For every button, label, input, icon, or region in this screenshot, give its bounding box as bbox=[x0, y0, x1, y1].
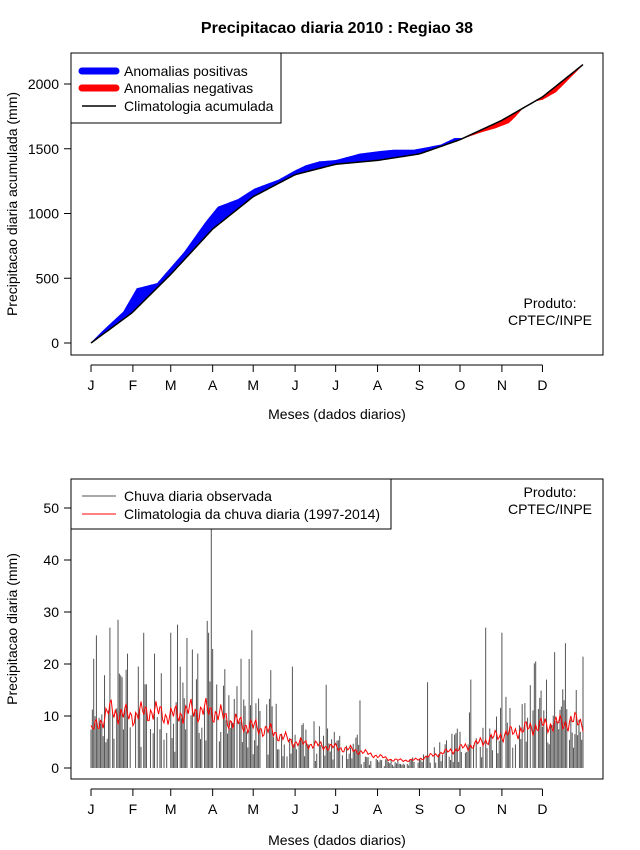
daily-x-tick-label: D bbox=[537, 801, 547, 817]
legend-observed-label: Chuva diaria observada bbox=[124, 488, 272, 504]
daily-y-tick-label: 20 bbox=[43, 656, 59, 672]
daily-x-tick-label: N bbox=[497, 801, 507, 817]
cumulative-x-tick-label: D bbox=[537, 377, 547, 393]
observed-daily-bars bbox=[90, 523, 584, 768]
daily-y-tick-label: 40 bbox=[43, 552, 59, 568]
climatology-daily-line bbox=[90, 698, 584, 763]
chart-title: Precipitacao diaria 2010 : Regiao 38 bbox=[201, 20, 473, 37]
daily-x-tick-label: J bbox=[332, 801, 339, 817]
cumulative-x-tick-label: S bbox=[415, 377, 424, 393]
cumulative-legend: Anomalias positivas Anomalias negativas … bbox=[70, 52, 282, 124]
credit-org-top: CPTEC/INPE bbox=[508, 312, 592, 328]
daily-legend: Chuva diaria observada Climatologia da c… bbox=[70, 478, 392, 530]
cumulative-x-tick-label: J bbox=[332, 377, 339, 393]
daily-x-tick-label: M bbox=[165, 801, 177, 817]
daily-y-tick-label: 0 bbox=[51, 760, 59, 776]
daily-x-tick-label: J bbox=[292, 801, 299, 817]
daily-x-tick-label: A bbox=[373, 801, 383, 817]
cumulative-x-label: Meses (dados diarios) bbox=[268, 406, 406, 422]
daily-x-label: Meses (dados diarios) bbox=[268, 832, 406, 848]
cumulative-x-tick-label: M bbox=[247, 377, 259, 393]
cumulative-x-tick-label: J bbox=[292, 377, 299, 393]
daily-panel: 0 10 20 30 40 50 J F M A M J J A S O N D Meses (dados di… bbox=[4, 478, 604, 848]
daily-legend-box bbox=[70, 478, 392, 530]
credit-product-top: Produto: bbox=[524, 295, 577, 311]
climatology-accumulated-line bbox=[90, 63, 584, 344]
anomaly-fill bbox=[90, 64, 584, 344]
legend-negative-label: Anomalias negativas bbox=[124, 80, 253, 96]
credit-org-bottom: CPTEC/INPE bbox=[508, 501, 592, 517]
legend-clim-daily-label: Climatologia da chuva diaria (1997-2014) bbox=[124, 506, 380, 522]
cumulative-x-tick-label: F bbox=[129, 377, 138, 393]
daily-y-axis: 0 10 20 30 40 50 bbox=[43, 500, 72, 776]
cumulative-panel: 0 500 1000 1500 2000 J F M A M J J A S O N D Meses (dad… bbox=[4, 52, 604, 422]
daily-y-tick-label: 10 bbox=[43, 708, 59, 724]
daily-x-tick-label: O bbox=[455, 801, 466, 817]
cumulative-y-tick-label: 1000 bbox=[28, 206, 59, 222]
legend-positive-label: Anomalias positivas bbox=[124, 63, 248, 79]
cumulative-x-tick-label: M bbox=[165, 377, 177, 393]
cumulative-y-tick-label: 2000 bbox=[28, 76, 59, 92]
cumulative-y-tick-label: 500 bbox=[36, 270, 60, 286]
cumulative-y-label: Precipitacao diaria acumulada (mm) bbox=[4, 92, 20, 316]
daily-y-tick-label: 50 bbox=[43, 500, 59, 516]
cumulative-y-axis: 0 500 1000 1500 2000 bbox=[28, 76, 72, 351]
cumulative-x-tick-label: O bbox=[455, 377, 466, 393]
daily-x-tick-label: M bbox=[247, 801, 259, 817]
cumulative-x-tick-label: N bbox=[497, 377, 507, 393]
cumulative-x-tick-label: J bbox=[88, 377, 95, 393]
daily-x-tick-label: S bbox=[415, 801, 424, 817]
cumulative-x-tick-label: A bbox=[373, 377, 383, 393]
credit-product-bottom: Produto: bbox=[524, 484, 577, 500]
daily-x-tick-label: J bbox=[88, 801, 95, 817]
daily-y-label: Precipitacao diaria (mm) bbox=[4, 553, 20, 705]
daily-y-tick-label: 30 bbox=[43, 604, 59, 620]
cumulative-y-tick-label: 0 bbox=[51, 335, 59, 351]
daily-x-tick-label: F bbox=[129, 801, 138, 817]
daily-x-tick-label: A bbox=[208, 801, 218, 817]
cumulative-y-tick-label: 1500 bbox=[28, 141, 59, 157]
cumulative-x-tick-label: A bbox=[208, 377, 218, 393]
legend-climatology-label: Climatologia acumulada bbox=[124, 98, 274, 114]
